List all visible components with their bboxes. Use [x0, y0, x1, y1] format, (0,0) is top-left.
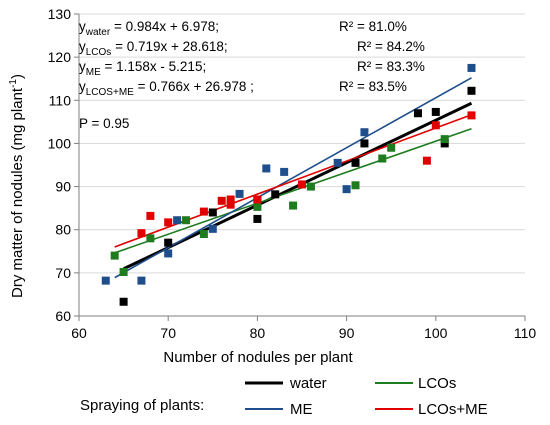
- point-me-8: [333, 158, 342, 167]
- point-water-5: [271, 190, 280, 199]
- equation-lcos-me: yLCOS+ME = 0.766x + 26.978 ;: [79, 79, 254, 98]
- point-lcos-me-1: [146, 211, 155, 220]
- y-tick-label-60: 60: [55, 308, 71, 324]
- point-water-11: [467, 86, 476, 95]
- trend-line-lcos: [114, 128, 472, 254]
- point-me-3: [173, 216, 182, 225]
- point-me-4: [208, 224, 217, 233]
- point-me-5: [235, 189, 244, 198]
- x-tick-label-100: 100: [424, 325, 448, 341]
- point-lcos-me-9: [422, 156, 431, 165]
- point-water-0: [119, 297, 128, 306]
- point-lcos-4: [199, 230, 208, 239]
- y-tick-label-100: 100: [48, 135, 72, 151]
- point-me-6: [262, 164, 271, 173]
- point-lcos-me-10: [431, 121, 440, 130]
- p-value: P = 0.95: [79, 116, 129, 131]
- point-water-2: [208, 208, 217, 217]
- point-lcos-8: [351, 181, 360, 190]
- point-me-2: [164, 249, 173, 258]
- legend-title: Spraying of plants:: [80, 397, 204, 414]
- legend-label-lcos-me: LCOs+ME: [418, 401, 488, 418]
- trend-line-lcos-me: [114, 114, 472, 248]
- x-tick-label-90: 90: [339, 325, 355, 341]
- axes: [74, 13, 526, 321]
- point-water-9: [431, 107, 440, 116]
- equation-lcos: yLCOs = 0.719x + 28.618;: [79, 39, 228, 58]
- r2-lcos-me: R² = 83.5%: [339, 79, 407, 94]
- point-me-0: [101, 276, 110, 285]
- point-water-3: [253, 214, 262, 223]
- point-lcos-5: [253, 202, 262, 211]
- y-tick-label-110: 110: [49, 92, 72, 108]
- y-tick-label-70: 70: [55, 265, 71, 281]
- point-water-6: [351, 158, 360, 167]
- point-lcos-9: [378, 154, 387, 163]
- point-me-11: [467, 63, 476, 72]
- r2-water: R² = 81.0%: [339, 19, 407, 34]
- y-tick-label-90: 90: [55, 179, 71, 195]
- x-axis-title: Number of nodules per plant: [163, 349, 353, 366]
- y-axis-title: Dry matter of nodules (mg plant-1): [8, 74, 26, 298]
- legend-label-me: ME: [290, 401, 313, 418]
- equation-water: ywater = 0.984x + 6.978;: [79, 19, 219, 38]
- equation-me: yME = 1.158x - 5.215;: [79, 59, 206, 78]
- trend-lines: [114, 77, 473, 279]
- point-lcos-3: [182, 216, 191, 225]
- point-water-8: [413, 109, 422, 118]
- point-lcos-6: [289, 201, 298, 210]
- data-points: [101, 63, 476, 306]
- point-lcos-7: [306, 182, 315, 191]
- point-water-1: [164, 238, 173, 247]
- y-tick-label-120: 120: [48, 49, 72, 65]
- point-me-9: [342, 185, 351, 194]
- legend-label-water: water: [289, 375, 327, 392]
- trend-line-me: [114, 77, 472, 279]
- y-tick-label-130: 130: [48, 6, 72, 22]
- trend-line-water: [122, 101, 473, 271]
- r2-lcos: R² = 84.2%: [357, 39, 425, 54]
- point-me-1: [137, 276, 146, 285]
- point-lcos-me-2: [164, 218, 173, 227]
- legend-label-lcos: LCOs: [418, 375, 456, 392]
- point-lcos-me-6: [226, 195, 235, 204]
- point-water-10: [440, 139, 449, 148]
- point-me-7: [280, 167, 289, 176]
- point-lcos-10: [387, 143, 396, 152]
- point-water-7: [360, 139, 369, 148]
- point-lcos-me-8: [298, 180, 306, 189]
- point-lcos-2: [146, 234, 155, 243]
- r2-me: R² = 83.3%: [357, 59, 425, 74]
- point-lcos-11: [440, 135, 449, 144]
- point-lcos-me-0: [137, 229, 146, 238]
- point-lcos-me-7: [253, 195, 262, 204]
- x-tick-label-70: 70: [160, 325, 176, 341]
- x-tick-label-60: 60: [71, 325, 87, 341]
- x-tick-label-80: 80: [250, 325, 266, 341]
- point-me-10: [360, 128, 369, 137]
- point-lcos-me-5: [226, 200, 235, 209]
- point-lcos-me-3: [199, 207, 208, 216]
- legend: Spraying of plants: water LCOs ME LCOs+M…: [80, 375, 488, 418]
- y-tick-label-80: 80: [55, 222, 71, 238]
- point-lcos-me-4: [217, 196, 226, 205]
- tick-labels: 60 70 80 90 100 110 60 70 80 90 100 110 120 130: [48, 6, 537, 341]
- equations-block: ywater = 0.984x + 6.978; R² = 81.0% yLCO…: [79, 19, 425, 131]
- point-lcos-0: [110, 251, 119, 260]
- x-tick-label-110: 110: [514, 325, 537, 341]
- point-lcos-1: [119, 267, 128, 276]
- point-lcos-me-11: [467, 111, 476, 120]
